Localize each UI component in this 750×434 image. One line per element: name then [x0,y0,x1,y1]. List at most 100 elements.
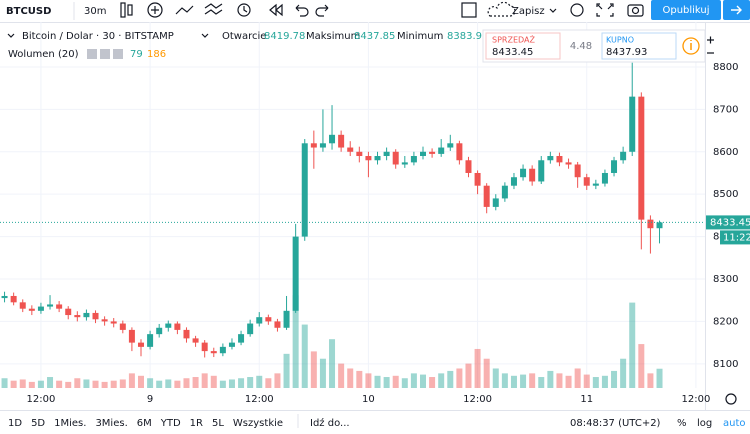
x-tick-label: 10 [362,394,375,405]
cloud-icon [487,1,516,17]
volume-bar [74,378,81,388]
snapshot-button[interactable] [627,4,644,17]
range-button[interactable]: YTD [160,418,181,429]
candle-body [174,323,181,330]
volume-remove[interactable] [113,49,123,59]
volume-bar [538,377,545,388]
volume-bar [611,370,618,388]
volume-bar [310,351,317,388]
candle-body [238,334,245,343]
volume-bar [620,358,627,388]
candle-body [228,342,235,347]
volume-bar [183,378,190,388]
buy-button[interactable] [601,32,677,60]
candle-body [192,338,199,343]
candle-body [656,222,663,229]
legend-toggle[interactable] [7,33,15,38]
volume-bar [292,295,299,388]
volume-bar [192,377,199,388]
volume-bar [138,375,144,388]
candle-body [465,160,472,173]
candle-body [119,323,126,330]
volume-bar [656,368,663,388]
volume-bar [410,373,417,388]
save-button[interactable]: Zapisz [512,6,545,17]
high-value: 8437.85 [354,31,395,42]
sell-label: SPRZEDAŻ [492,35,535,45]
candle-body [265,317,272,322]
candle-body [556,156,563,163]
auto-toggle[interactable]: auto [723,418,746,429]
volume-bar [83,379,90,388]
range-button[interactable]: 1D [8,418,22,429]
x-tick-label: 12:00 [681,394,710,405]
candle-body [274,321,281,328]
volume-bar [347,368,354,388]
buy-price: 8437.93 [606,47,647,58]
sell-button[interactable] [485,32,561,60]
volume-bar [647,373,654,388]
volume-bar [19,379,26,388]
axis-settings[interactable] [725,393,737,405]
fullscreen-button[interactable] [596,3,614,17]
candle-body [1,295,8,299]
candle-body [456,143,463,161]
zoom-buttons[interactable] [707,36,714,54]
volume-bar [219,380,226,388]
candle-body [56,304,63,309]
volume-bar [156,380,163,388]
publish-button[interactable] [651,0,721,20]
volume-bar [365,373,372,388]
symbol-menu[interactable] [201,33,209,38]
volume-value: 79 [130,49,143,60]
candle-body [247,323,254,335]
candle-body [338,134,345,148]
candle-body [638,96,645,220]
log-toggle[interactable]: log [697,418,712,429]
volume-bar [319,358,326,388]
range-button[interactable]: 3Mies. [95,418,127,429]
range-button[interactable]: 1R [190,418,203,429]
x-tick-label: 9 [147,394,153,405]
volume-bar [1,378,8,388]
volume-bar [247,377,254,388]
goto[interactable]: Idź do... [310,417,350,429]
volume-bar [47,377,54,388]
candle-body [611,160,618,173]
range-button[interactable]: 1Mies. [54,418,86,429]
volume-bar [110,380,117,388]
range-button[interactable]: 5L [212,418,224,429]
candle-body [529,168,536,182]
settings-button[interactable] [570,3,584,17]
range-button[interactable]: Wszystkie [233,418,283,429]
volume-bar [556,373,563,388]
volume-label: Wolumen (20) [8,49,79,60]
save-menu[interactable] [549,8,557,13]
candle-body [301,143,308,237]
range-button[interactable]: 5D [31,418,45,429]
volume-bar [274,373,281,388]
legend-title: Bitcoin / Dolar · 30 · BITSTAMP [22,31,174,42]
range-button[interactable]: 6M [137,418,152,429]
x-tick-label: 12:00 [463,394,492,405]
toolbar-icons[interactable] [120,2,329,18]
candle-body [574,164,581,178]
percent-toggle[interactable]: % [677,418,687,429]
candle-body [19,302,26,309]
candle-body [74,315,81,318]
volume-bar [228,379,235,388]
interval[interactable]: 30m [84,6,106,17]
volume-bar [374,375,381,388]
symbol[interactable]: BTCUSD [6,6,51,17]
layout-button[interactable] [461,2,477,18]
volume-bar [492,368,499,388]
candle-body [383,151,390,157]
volume-bar [301,324,308,388]
volume-settings[interactable] [100,49,110,59]
publish-label: Opublikuj [662,5,709,16]
info-button[interactable] [682,37,700,55]
volume-bar [501,373,508,388]
candle-body [374,156,381,161]
candle-body [210,351,217,354]
volume-hide[interactable] [87,49,97,59]
